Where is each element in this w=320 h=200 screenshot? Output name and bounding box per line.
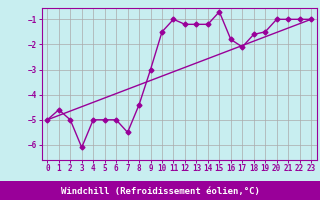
Text: Windchill (Refroidissement éolien,°C): Windchill (Refroidissement éolien,°C) <box>60 187 260 196</box>
